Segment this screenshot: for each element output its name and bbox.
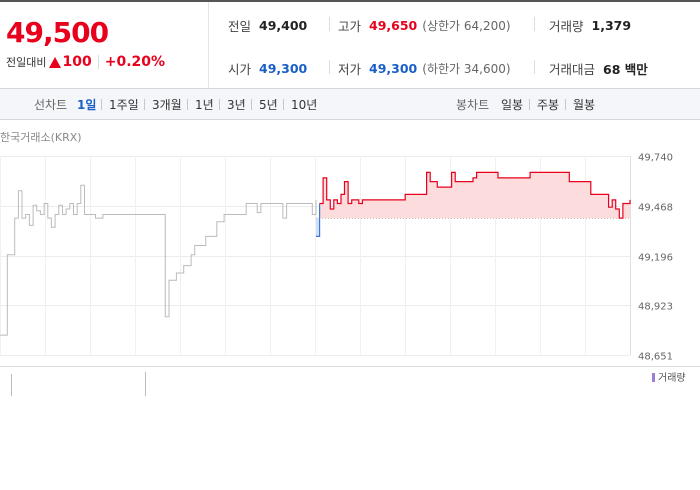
divider bbox=[219, 99, 220, 110]
period-1d[interactable]: 1일 bbox=[77, 98, 97, 112]
change-amount: 100 bbox=[62, 54, 92, 70]
chart-fill bbox=[316, 172, 630, 237]
stat-trade-value-value: 68 백만 bbox=[603, 62, 648, 77]
price-summary: 49,500 전일대비 100 +0.20% 전일 49,400 고가 49,6… bbox=[0, 2, 700, 89]
stat-upper-limit: (상한가 64,200) bbox=[422, 19, 511, 33]
volume-legend-swatch bbox=[652, 373, 655, 382]
divider bbox=[534, 60, 535, 74]
today-up-line bbox=[319, 171, 631, 219]
change-row: 전일대비 100 +0.20% bbox=[6, 54, 165, 70]
stat-open: 시가 49,300 bbox=[228, 61, 308, 77]
candle-chart-label: 봉차트 bbox=[456, 98, 490, 112]
divider bbox=[101, 99, 102, 110]
stat-prev-close-value: 49,400 bbox=[259, 18, 308, 33]
volume-chart: 거래량 bbox=[0, 365, 700, 396]
divider bbox=[283, 99, 284, 110]
today-down-line bbox=[316, 203, 321, 237]
period-1y[interactable]: 1년 bbox=[195, 98, 214, 112]
current-price: 49,500 bbox=[6, 16, 109, 49]
y-axis-ticks: 49,740 49,468 49,196 48,923 48,651 bbox=[638, 153, 673, 363]
divider bbox=[251, 99, 252, 110]
period-3y[interactable]: 3년 bbox=[227, 98, 246, 112]
period-10y[interactable]: 10년 bbox=[291, 98, 318, 112]
line-chart-label: 선차트 bbox=[34, 98, 68, 112]
stat-high: 고가 49,650 (상한가 64,200) bbox=[338, 18, 511, 34]
change-rate: +0.20% bbox=[104, 54, 166, 70]
divider bbox=[565, 99, 566, 110]
period-1w[interactable]: 1주일 bbox=[109, 98, 139, 112]
y-tick-label: 48,923 bbox=[638, 302, 673, 313]
top-border bbox=[0, 0, 700, 2]
candle-weekly[interactable]: 주봉 bbox=[537, 98, 560, 112]
stat-open-value: 49,300 bbox=[259, 61, 308, 76]
price-chart-svg: 한국거래소(KRX) 49,740 49,468 49,196 48,923 48,65… bbox=[0, 131, 673, 363]
period-5y[interactable]: 5년 bbox=[259, 98, 278, 112]
today-down-fill bbox=[316, 218, 320, 237]
price-chart: 한국거래소(KRX) 49,740 49,468 49,196 48,923 48,65… bbox=[0, 120, 700, 370]
volume-legend-label: 거래량 bbox=[658, 372, 686, 384]
data-source-label: 한국거래소(KRX) bbox=[0, 131, 82, 144]
candle-monthly[interactable]: 월봉 bbox=[573, 98, 596, 112]
divider bbox=[329, 17, 330, 31]
y-tick-label: 48,651 bbox=[638, 352, 673, 363]
stat-low: 저가 49,300 (하한가 34,600) bbox=[338, 61, 511, 77]
y-tick-label: 49,740 bbox=[638, 153, 673, 164]
divider bbox=[144, 99, 145, 110]
current-price-box: 49,500 전일대비 100 +0.20% bbox=[0, 2, 209, 88]
divider bbox=[329, 60, 330, 74]
stat-volume: 거래량 1,379 bbox=[549, 18, 632, 34]
period-3m[interactable]: 3개월 bbox=[152, 98, 182, 112]
stat-prev-close: 전일 49,400 bbox=[228, 18, 308, 34]
up-triangle-icon bbox=[49, 56, 62, 68]
change-label: 전일대비 bbox=[6, 56, 47, 69]
stat-trade-value: 거래대금 68 백만 bbox=[549, 59, 648, 78]
stat-high-value: 49,650 bbox=[369, 18, 418, 33]
y-tick-label: 49,468 bbox=[638, 203, 673, 214]
divider bbox=[97, 55, 99, 69]
previous-session-line bbox=[0, 184, 317, 336]
chart-lines bbox=[0, 171, 631, 336]
volume-chart-svg: 거래량 bbox=[0, 365, 700, 396]
stat-low-value: 49,300 bbox=[369, 61, 418, 76]
y-tick-label: 49,196 bbox=[638, 253, 673, 264]
divider bbox=[187, 99, 188, 110]
stat-lower-limit: (하한가 34,600) bbox=[422, 62, 511, 76]
divider bbox=[529, 99, 530, 110]
today-up-fill bbox=[319, 172, 630, 219]
candle-daily[interactable]: 일봉 bbox=[501, 98, 524, 112]
chart-toolbar: 선차트 1일 1주일 3개월 1년 3년 5년 10년 봉차트 일봉 주봉 월봉 bbox=[0, 89, 700, 120]
divider bbox=[534, 17, 535, 31]
stat-volume-value: 1,379 bbox=[591, 18, 632, 33]
